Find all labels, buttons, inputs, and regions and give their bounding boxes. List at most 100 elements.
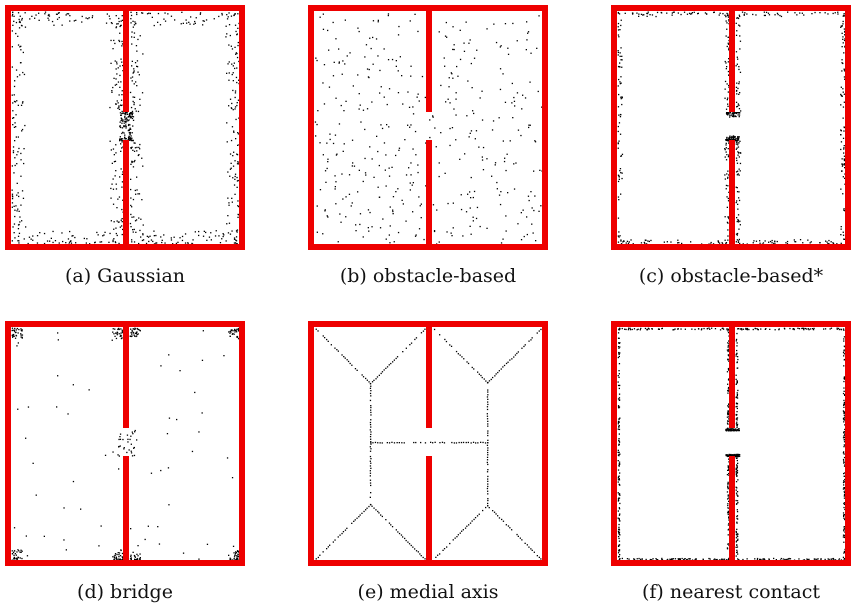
sample-point: [735, 101, 738, 103]
sample-point: [514, 105, 516, 107]
sample-point: [486, 471, 489, 473]
sample-point: [190, 16, 192, 18]
sample-point: [727, 222, 729, 224]
sample-point: [123, 125, 125, 127]
sample-point: [530, 548, 532, 550]
sample-point: [137, 38, 139, 41]
sample-point: [618, 373, 620, 375]
sample-point: [647, 327, 650, 329]
sample-point: [716, 558, 718, 561]
sample-point: [229, 98, 232, 100]
sample-point: [840, 141, 843, 143]
sample-point: [469, 132, 471, 134]
sample-point: [358, 516, 360, 518]
sample-point: [181, 11, 183, 13]
sample-point: [57, 12, 60, 14]
sample-point: [629, 327, 631, 329]
sample-point: [524, 97, 527, 99]
sample-point: [446, 231, 448, 233]
sample-point: [20, 551, 22, 553]
sample-point: [175, 242, 178, 245]
sample-point: [764, 240, 766, 242]
sample-point: [727, 497, 730, 499]
sample-point: [621, 97, 623, 99]
sample-point: [727, 469, 729, 471]
sample-point: [843, 152, 845, 154]
sample-point: [651, 328, 653, 330]
sample-point: [370, 419, 372, 421]
sample-point: [737, 518, 739, 520]
sample-point: [843, 336, 846, 338]
sample-point: [130, 559, 132, 561]
sample-point: [18, 147, 20, 150]
sample-point: [735, 503, 738, 505]
sample-point: [681, 242, 683, 245]
sample-point: [727, 512, 729, 514]
sample-point: [722, 327, 724, 329]
sample-point: [434, 127, 436, 129]
sample-point: [116, 23, 118, 25]
sample-point: [777, 13, 779, 16]
sample-point: [130, 117, 132, 119]
sample-point: [844, 78, 846, 80]
sample-point: [438, 175, 440, 178]
sample-point: [487, 447, 489, 449]
sample-point: [232, 72, 234, 74]
sample-point: [469, 191, 471, 193]
sample-point: [843, 529, 845, 531]
sample-point: [121, 90, 123, 92]
sample-point: [618, 438, 620, 440]
sample-point: [735, 455, 737, 457]
sample-point: [736, 465, 738, 467]
sample-point: [762, 558, 764, 560]
sample-point: [124, 115, 126, 117]
sample-point: [234, 329, 236, 331]
sample-point: [736, 546, 739, 548]
sample-point: [793, 328, 795, 331]
sample-point: [24, 26, 27, 28]
sample-point: [136, 328, 139, 330]
sample-point: [844, 433, 846, 435]
sample-point: [233, 557, 235, 560]
sample-point: [218, 235, 220, 237]
sample-point: [727, 156, 730, 158]
sample-point: [130, 528, 132, 530]
sample-point: [114, 175, 116, 177]
sample-point: [830, 241, 832, 243]
sample-point: [528, 546, 530, 548]
sample-point: [238, 79, 240, 81]
sample-point: [24, 124, 26, 127]
sample-point: [540, 328, 542, 331]
sample-point: [619, 342, 621, 344]
sample-point: [473, 190, 476, 193]
sample-point: [335, 154, 338, 156]
sample-point: [315, 328, 317, 330]
sample-point: [727, 543, 729, 545]
sample-point: [133, 454, 136, 457]
sample-point: [130, 11, 132, 13]
sample-point: [130, 112, 132, 114]
sample-point: [844, 38, 846, 40]
sample-point: [235, 552, 237, 554]
sample-point: [387, 59, 390, 61]
sample-point: [517, 223, 519, 225]
sample-point: [620, 19, 622, 21]
sample-point: [500, 45, 502, 47]
panel-c: (c) obstacle-based*: [611, 5, 851, 290]
sample-point: [736, 345, 738, 347]
sample-point: [722, 558, 724, 560]
sample-point: [780, 557, 782, 560]
sample-point: [11, 66, 13, 68]
sample-point: [738, 104, 740, 106]
sample-point: [237, 161, 239, 163]
sample-point: [843, 145, 845, 147]
sample-point: [112, 48, 114, 50]
sample-point: [724, 216, 726, 218]
sample-point: [735, 112, 737, 114]
sample-point: [532, 232, 534, 234]
sample-point: [398, 532, 401, 535]
sample-point: [732, 430, 734, 432]
sample-point: [409, 189, 411, 191]
sample-point: [619, 328, 621, 330]
sample-point: [842, 417, 845, 419]
